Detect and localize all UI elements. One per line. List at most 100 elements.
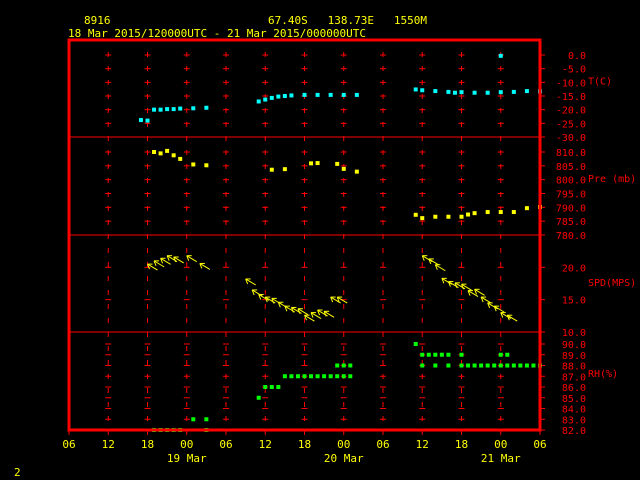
wind-arrow-head — [199, 263, 203, 269]
wind-arrow-shaft — [441, 277, 453, 285]
wind-arrow-head — [310, 312, 314, 318]
temperature-point — [354, 92, 359, 97]
wind-arrow-shaft — [461, 283, 472, 291]
temperature-point — [433, 89, 438, 94]
pressure-point — [269, 167, 274, 172]
y-tick-label: -20.0 — [556, 106, 586, 117]
x-tick-label: 06 — [219, 438, 232, 451]
station-id: 8916 — [84, 14, 111, 27]
temperature-point — [256, 99, 261, 104]
wind-arrow-head — [441, 278, 445, 284]
pressure-point — [309, 161, 314, 166]
humidity-point — [518, 363, 523, 368]
humidity-point — [341, 363, 346, 368]
wind-arrow-shaft — [199, 263, 211, 270]
wind-arrow-shaft — [173, 256, 184, 264]
temperature-point — [328, 92, 333, 97]
temperature-point — [158, 107, 163, 112]
wind-arrow — [245, 278, 256, 286]
wind-arrow-head — [317, 309, 321, 316]
y-tick-label: 795.0 — [556, 190, 586, 201]
temperature-point — [302, 92, 307, 97]
wind-arrow — [173, 256, 184, 264]
humidity-point — [295, 374, 300, 379]
humidity-point — [309, 374, 314, 379]
wind-arrow-head — [467, 290, 471, 296]
wind-arrow-head — [147, 263, 150, 270]
wind-arrow-head — [506, 315, 510, 321]
temperature-point — [341, 92, 346, 97]
temperature-point — [282, 94, 287, 98]
wind-arrow-head — [284, 305, 288, 312]
wind-arrow-shaft — [153, 260, 165, 268]
humidity-point — [335, 374, 340, 379]
humidity-point — [498, 352, 503, 357]
humidity-point — [459, 352, 464, 357]
wind-arrow — [506, 314, 518, 322]
wind-arrow-shaft — [297, 308, 309, 316]
wind-arrow-head — [304, 315, 307, 321]
x-tick-label: 12 — [259, 438, 272, 451]
x-tick-label: 12 — [416, 438, 429, 451]
wind-arrow-shaft — [435, 264, 446, 272]
wind-arrow-head — [186, 255, 190, 261]
humidity-point — [511, 363, 516, 368]
y-tick-label: 805.0 — [556, 162, 586, 173]
pressure-point — [158, 151, 163, 156]
humidity-point — [204, 417, 209, 422]
y-tick-label: 90.0 — [562, 340, 586, 351]
humidity-point — [282, 374, 287, 379]
wind-arrow-head — [434, 264, 438, 270]
temperature-point — [165, 107, 170, 112]
humidity-point — [446, 363, 451, 368]
y-tick-label: 790.0 — [556, 203, 586, 214]
x-tick-label: 06 — [62, 438, 75, 451]
pressure-point — [354, 169, 359, 174]
panel-label: Pre (mb) — [588, 174, 636, 185]
wind-arrow — [336, 296, 348, 304]
y-tick-label: 89.0 — [562, 351, 586, 362]
temperature-point — [452, 90, 457, 95]
wind-arrow-shaft — [507, 314, 518, 322]
y-tick-label: -5.0 — [562, 65, 586, 76]
y-tick-label: 87.0 — [562, 372, 586, 383]
humidity-point — [191, 417, 196, 422]
pressure-point — [459, 214, 464, 219]
wind-arrow-head — [258, 294, 262, 300]
pressure-point — [152, 150, 157, 154]
y-tick-label: 85.0 — [562, 394, 586, 405]
temperature-point — [191, 106, 196, 111]
wind-arrow-head — [474, 289, 478, 295]
humidity-point — [459, 363, 464, 368]
pressure-point — [204, 163, 209, 168]
wind-arrow-head — [264, 296, 268, 303]
pressure-point — [315, 161, 320, 166]
y-tick-label: -30.0 — [556, 133, 586, 144]
plot-frame — [67, 38, 542, 432]
temperature-point — [498, 53, 503, 58]
y-tick-label: 88.0 — [562, 362, 586, 373]
wind-arrow — [428, 258, 440, 266]
temperature-point — [171, 107, 176, 112]
wind-arrow — [461, 283, 472, 291]
wind-arrow-head — [330, 296, 334, 303]
wind-arrow-head — [428, 258, 432, 265]
pressure-point — [413, 212, 418, 217]
wind-arrow-shaft — [500, 312, 512, 320]
wind-arrow — [147, 263, 158, 271]
humidity-point — [413, 342, 418, 346]
wind-arrow-head — [336, 296, 340, 303]
wind-arrow-head — [251, 289, 255, 296]
x-tick-label: 06 — [533, 438, 546, 451]
pressure-point — [485, 210, 490, 215]
temperature-point — [145, 118, 150, 123]
wind-arrow-head — [454, 282, 458, 289]
y-tick-label: 810.0 — [556, 148, 586, 159]
pressure-point — [466, 212, 471, 217]
wind-arrow-head — [480, 296, 484, 303]
temperature-point — [413, 87, 418, 92]
x-tick-label: 00 — [494, 438, 507, 451]
temperature-point — [315, 92, 320, 97]
humidity-point — [492, 363, 497, 368]
